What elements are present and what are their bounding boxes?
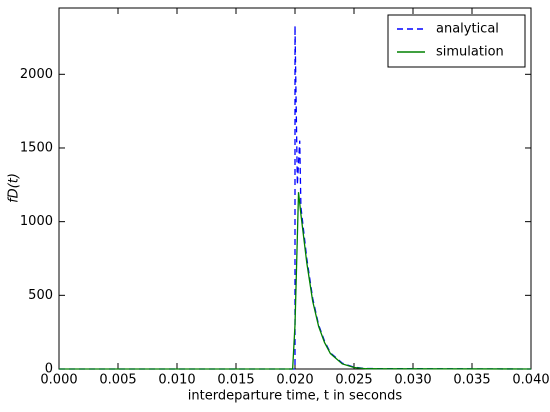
legend-label: simulation bbox=[436, 45, 504, 60]
x-axis-label: interdeparture time, t in seconds bbox=[188, 389, 403, 404]
y-tick-label: 1000 bbox=[20, 214, 53, 229]
x-tick-label: 0.020 bbox=[276, 373, 313, 388]
y-tick-label: 500 bbox=[28, 288, 53, 303]
y-tick-label: 1500 bbox=[20, 140, 53, 155]
x-tick-label: 0.030 bbox=[394, 373, 431, 388]
x-tick-label: 0.010 bbox=[158, 373, 195, 388]
legend-frame bbox=[387, 14, 526, 68]
legend-label: analytical bbox=[436, 22, 499, 37]
x-tick-label: 0.035 bbox=[453, 373, 490, 388]
y-tick-label: 2000 bbox=[20, 67, 53, 82]
y-axis-label: fD(t) bbox=[7, 173, 22, 203]
x-tick-label: 0.000 bbox=[40, 373, 77, 388]
x-tick-label: 0.005 bbox=[99, 373, 136, 388]
x-tick-label: 0.025 bbox=[335, 373, 372, 388]
y-tick-label: 0 bbox=[45, 362, 53, 377]
series-line bbox=[59, 192, 532, 370]
x-tick-label: 0.040 bbox=[512, 373, 549, 388]
x-tick-label: 0.015 bbox=[217, 373, 254, 388]
